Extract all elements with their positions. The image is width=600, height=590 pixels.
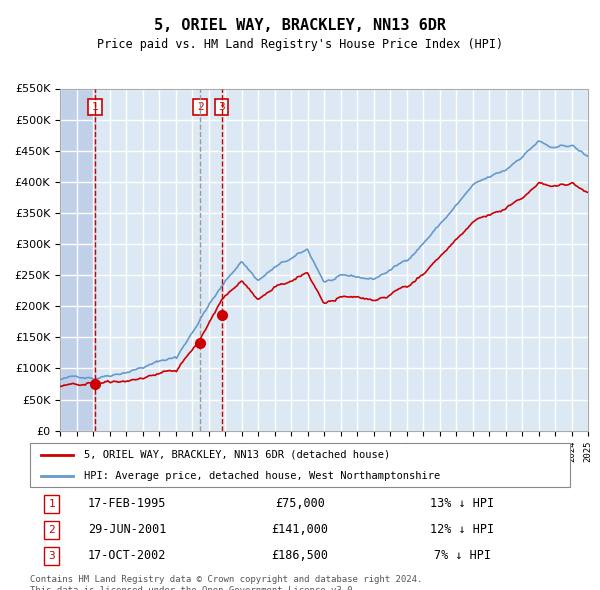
Text: 5, ORIEL WAY, BRACKLEY, NN13 6DR: 5, ORIEL WAY, BRACKLEY, NN13 6DR bbox=[154, 18, 446, 32]
FancyBboxPatch shape bbox=[30, 442, 570, 487]
Text: 2: 2 bbox=[197, 102, 203, 112]
Text: Price paid vs. HM Land Registry's House Price Index (HPI): Price paid vs. HM Land Registry's House … bbox=[97, 38, 503, 51]
Text: 1: 1 bbox=[48, 499, 55, 509]
Text: 17-FEB-1995: 17-FEB-1995 bbox=[88, 497, 166, 510]
Text: £186,500: £186,500 bbox=[271, 549, 329, 562]
Text: 13% ↓ HPI: 13% ↓ HPI bbox=[430, 497, 494, 510]
Text: Contains HM Land Registry data © Crown copyright and database right 2024.
This d: Contains HM Land Registry data © Crown c… bbox=[30, 575, 422, 590]
Text: £75,000: £75,000 bbox=[275, 497, 325, 510]
Text: 12% ↓ HPI: 12% ↓ HPI bbox=[430, 523, 494, 536]
Text: 2: 2 bbox=[48, 525, 55, 535]
Bar bbox=[60, 88, 95, 431]
Text: 3: 3 bbox=[218, 102, 225, 112]
Text: £141,000: £141,000 bbox=[271, 523, 329, 536]
Text: HPI: Average price, detached house, West Northamptonshire: HPI: Average price, detached house, West… bbox=[84, 471, 440, 481]
Text: 29-JUN-2001: 29-JUN-2001 bbox=[88, 523, 166, 536]
Text: 17-OCT-2002: 17-OCT-2002 bbox=[88, 549, 166, 562]
Text: 1: 1 bbox=[92, 102, 98, 112]
Text: 3: 3 bbox=[48, 551, 55, 560]
Text: 7% ↓ HPI: 7% ↓ HPI bbox=[433, 549, 491, 562]
Text: 5, ORIEL WAY, BRACKLEY, NN13 6DR (detached house): 5, ORIEL WAY, BRACKLEY, NN13 6DR (detach… bbox=[84, 450, 390, 460]
